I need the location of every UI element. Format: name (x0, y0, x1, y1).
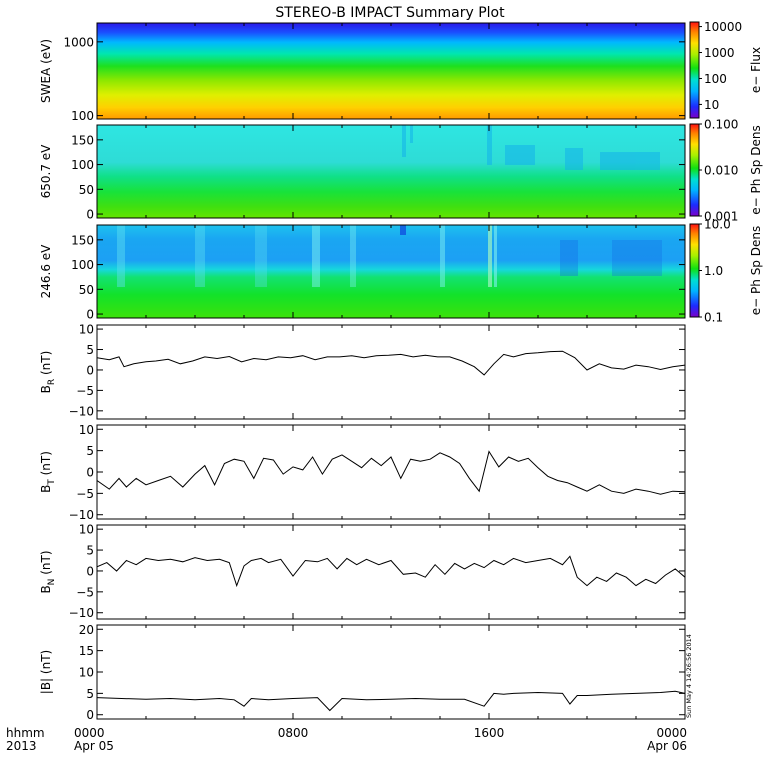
bmag-frame (96, 624, 686, 720)
pad_650-colorbar-label: 0.001 (704, 210, 738, 224)
bt-frame (96, 424, 686, 520)
br-ytick-label: 5 (86, 343, 94, 357)
bmag-ytick-label: 0 (86, 708, 94, 722)
pad_246-colorbar-title: e− Ph Sp Dens (749, 226, 763, 315)
bn-ytick-label: 10 (79, 523, 94, 537)
bn-ytick-label: 0 (86, 564, 94, 578)
swea-ylabel: SWEA (eV) (39, 39, 53, 103)
pad_246-colorbar-label: 0.1 (704, 311, 723, 325)
x-axis-row2-label: 2013 (6, 739, 37, 753)
x-tick-label: 0800 (278, 726, 309, 740)
x-tick-label: 1600 (474, 726, 505, 740)
pad_650-colorbar-title: e− Ph Sp Dens (749, 125, 763, 214)
pad-246-streaks (117, 225, 662, 287)
x-tick-label: 0000 (656, 726, 687, 740)
panel-swea (96, 22, 686, 120)
swea-colorbar-label: 1000 (704, 46, 735, 60)
pad_650-ylabel: 650.7 eV (39, 144, 53, 199)
bt-ytick-label: 10 (79, 423, 94, 437)
swea-spectrogram (97, 23, 685, 119)
pad_650-colorbar-label: 0.010 (704, 164, 738, 178)
br-ytick-label: 0 (86, 363, 94, 377)
bmag-ytick-label: 10 (79, 666, 94, 680)
panel-bn (96, 524, 686, 620)
pad_650-ytick-label: 100 (71, 158, 94, 172)
panel-bt (96, 424, 686, 520)
x-tick-label: 0000 (74, 726, 105, 740)
bn-ylabel: BN (nT) (39, 550, 57, 593)
pad-246-spectrogram (97, 225, 685, 318)
swea-ytick-label: 1000 (63, 35, 94, 49)
pad_246-ytick-label: 100 (71, 258, 94, 272)
bt-ytick-label: 0 (86, 466, 94, 480)
br-ytick-label: 10 (79, 323, 94, 337)
swea-colorbar-label: 10 (704, 98, 719, 112)
pad_246-ytick-label: 0 (86, 308, 94, 322)
bt-ytick-label: −10 (69, 508, 94, 522)
pad_246-ylabel: 246.6 eV (39, 244, 53, 299)
bn-series-line (97, 555, 685, 588)
bn-ytick-label: −10 (69, 606, 94, 620)
bmag-ytick-label: 5 (86, 687, 94, 701)
pad_246-ytick-label: 150 (71, 233, 94, 247)
pad-650-streaks (402, 125, 660, 170)
bmag-series-line (97, 690, 685, 712)
x-axis-row1-label: hhmm (6, 726, 45, 740)
bt-ylabel: BT (nT) (39, 451, 57, 493)
br-ytick-label: −5 (76, 384, 94, 398)
br-ytick-label: −10 (69, 404, 94, 418)
pad-650-spectrogram (97, 125, 685, 218)
bmag-ytick-label: 15 (79, 644, 94, 658)
panel-br (96, 324, 686, 420)
bmag-ylabel: |B| (nT) (39, 650, 53, 694)
swea-colorbar-label: 100 (704, 72, 727, 86)
x-tick-date-label: Apr 06 (647, 739, 687, 753)
bmag-ytick-label: 20 (79, 623, 94, 637)
x-tick-date-label: Apr 05 (74, 739, 114, 753)
pad_650-colorbar-label: 0.100 (704, 118, 738, 132)
generation-timestamp: Sun May 4 14:26:56 2014 (685, 634, 693, 718)
bn-frame (96, 524, 686, 620)
plot-title: STEREO-B IMPACT Summary Plot (275, 5, 505, 21)
swea-ytick-label: 100 (71, 109, 94, 123)
pad_650-ytick-label: 150 (71, 133, 94, 147)
swea-colorbar-label: 10000 (704, 20, 742, 34)
pad_246-colorbar-label: 10.0 (704, 218, 731, 232)
colorbar-pad-650 (689, 123, 700, 217)
bn-ytick-label: −5 (76, 585, 94, 599)
pad_246-ytick-label: 50 (79, 283, 94, 297)
colorbar-swea (689, 21, 700, 119)
bt-ytick-label: −5 (76, 487, 94, 501)
pad_246-colorbar-label: 1.0 (704, 264, 723, 278)
pad_650-ytick-label: 50 (79, 183, 94, 197)
panel-pad-650 (96, 124, 686, 219)
br-series-line (97, 350, 685, 376)
panel-bmag (96, 624, 686, 720)
panel-pad-246 (96, 224, 686, 319)
br-frame (96, 324, 686, 420)
bn-ytick-label: 5 (86, 544, 94, 558)
colorbar-pad-246 (689, 223, 700, 318)
bt-ytick-label: 5 (86, 444, 94, 458)
swea-colorbar-title: e− Flux (749, 47, 763, 93)
bt-series-line (97, 450, 685, 495)
br-ylabel: BR (nT) (39, 351, 57, 394)
pad_650-ytick-label: 0 (86, 208, 94, 222)
